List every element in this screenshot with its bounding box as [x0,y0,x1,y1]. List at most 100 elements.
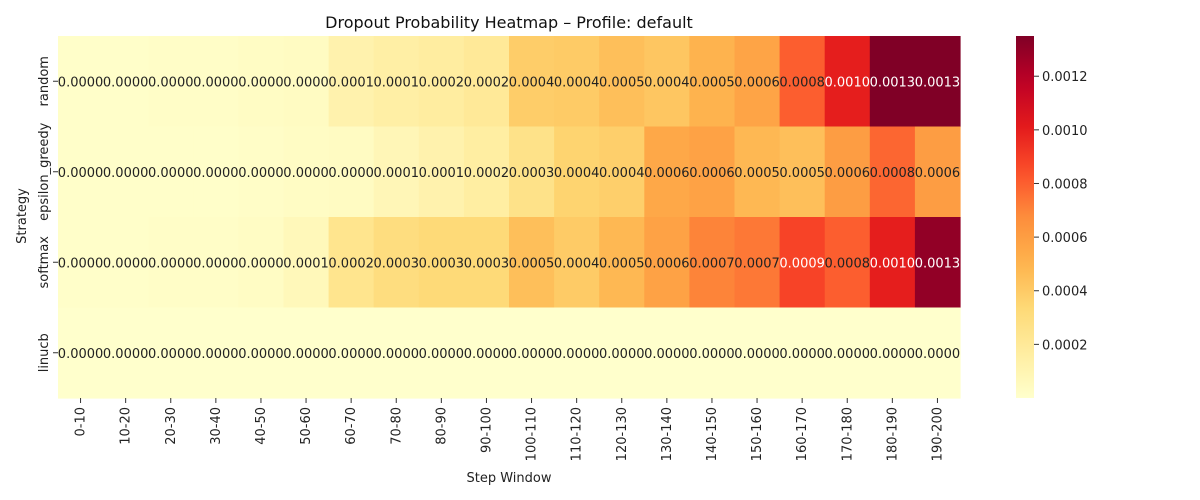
cell-value-label: 0.0004 [599,166,645,181]
heatmap-cell [193,307,239,399]
heatmap-cell [644,126,690,218]
cell-value-label: 0.0000 [464,347,510,362]
cell-value-label: 0.0008 [825,256,871,271]
cell-value-label: 0.0000 [554,347,600,362]
heatmap-cell [599,217,645,309]
y-tick-label: random [37,56,52,106]
heatmap-cell [779,126,826,218]
cell-value-label: 0.0000 [58,75,104,90]
cell-value-label: 0.0000 [419,347,465,362]
heatmap-cell [914,126,961,218]
heatmap-cell [509,307,555,399]
x-tick-label: 20-30 [164,407,179,445]
heatmap-cell [914,307,961,399]
cell-value-label: 0.0000 [238,256,284,271]
heatmap-cell [373,36,420,128]
cell-value-label: 0.0000 [689,347,735,362]
x-tick-label: 100-110 [525,407,540,461]
cell-value-label: 0.0001 [328,75,374,90]
cell-value-label: 0.0008 [779,75,825,90]
cell-value-label: 0.0000 [825,347,871,362]
heatmap-cell [283,36,330,128]
cell-value-label: 0.0013 [870,75,916,90]
cell-value-label: 0.0000 [103,166,149,181]
x-tick-label: 190-200 [930,407,945,461]
cell-value-label: 0.0000 [599,347,645,362]
cell-value-label: 0.0006 [825,166,871,181]
cell-value-label: 0.0000 [915,347,961,362]
heatmap-cell [148,36,194,128]
heatmap-cell [373,126,420,218]
cell-value-label: 0.0000 [238,75,284,90]
chart-title: Dropout Probability Heatmap – Profile: d… [325,13,693,32]
cell-value-label: 0.0000 [328,347,374,362]
x-axis-title: Step Window [467,471,552,486]
heatmap-cell [418,307,465,399]
heatmap-cell [599,126,645,218]
heatmap-cell [58,217,104,309]
cell-value-label: 0.0000 [58,166,104,181]
heatmap-cell-labels: 0.0000 0.0000 0.0000 0.0000 0.0000 0.0000 0.00… [58,75,960,362]
cell-value-label: 0.0000 [103,256,149,271]
heatmap-cell [328,126,375,218]
heatmap-cell [238,307,285,399]
colorbar-tick-label: 0.0002 [1042,338,1088,353]
heatmap-cell [373,217,420,309]
x-tick-label: 140-150 [705,407,720,461]
colorbar: 0.0002 0.0004 0.0006 0.0008 0.0010 0.0012 [1016,36,1088,398]
cell-value-label: 0.0000 [644,347,690,362]
cell-value-label: 0.0005 [689,75,735,90]
cell-value-label: 0.0003 [374,256,420,271]
heatmap-cell [914,217,961,309]
cell-value-label: 0.0002 [464,75,510,90]
x-tick-label: 90-100 [479,407,494,453]
y-axis-title: Strategy [15,188,30,244]
cell-value-label: 0.0008 [870,166,916,181]
heatmap-cell [644,217,690,309]
cell-value-label: 0.0013 [915,75,961,90]
cell-value-label: 0.0000 [148,75,194,90]
heatmap-cell [463,36,510,128]
heatmap-cell [689,36,736,128]
heatmap-cell [734,217,781,309]
cell-value-label: 0.0005 [734,166,780,181]
cell-value-label: 0.0000 [779,347,825,362]
cell-value-label: 0.0005 [779,166,825,181]
cell-value-label: 0.0000 [193,166,239,181]
cell-value-label: 0.0000 [58,347,104,362]
cell-value-label: 0.0003 [464,256,510,271]
cell-value-label: 0.0000 [283,75,329,90]
heatmap-cell [509,36,555,128]
heatmap-cell [554,36,600,128]
heatmap-cell [644,307,690,399]
cell-value-label: 0.0000 [283,347,329,362]
heatmap-cell [103,126,149,218]
cell-value-label: 0.0007 [734,256,780,271]
cell-value-label: 0.0006 [644,256,690,271]
heatmap-cell [103,36,149,128]
cell-value-label: 0.0005 [599,75,645,90]
cell-value-label: 0.0000 [148,166,194,181]
heatmap-cell [734,126,781,218]
heatmap-cell [914,36,961,128]
heatmap-cell [328,36,375,128]
heatmap-cell [463,126,510,218]
heatmap-cell [283,307,330,399]
x-tick-label: 80-90 [434,407,449,445]
x-tick-label: 130-140 [660,407,675,461]
cell-value-label: 0.0004 [554,256,600,271]
cell-value-label: 0.0004 [554,75,600,90]
heatmap-cell [148,217,194,309]
heatmap-cell [328,307,375,399]
x-tick-label: 120-130 [615,407,630,461]
heatmap-cell [779,307,826,399]
cell-value-label: 0.0001 [419,166,465,181]
heatmap-cell [148,126,194,218]
cell-value-label: 0.0002 [419,75,465,90]
y-tick-label: linucb [37,333,52,372]
cell-value-label: 0.0010 [825,75,871,90]
cell-value-label: 0.0000 [283,166,329,181]
cell-value-label: 0.0000 [193,256,239,271]
